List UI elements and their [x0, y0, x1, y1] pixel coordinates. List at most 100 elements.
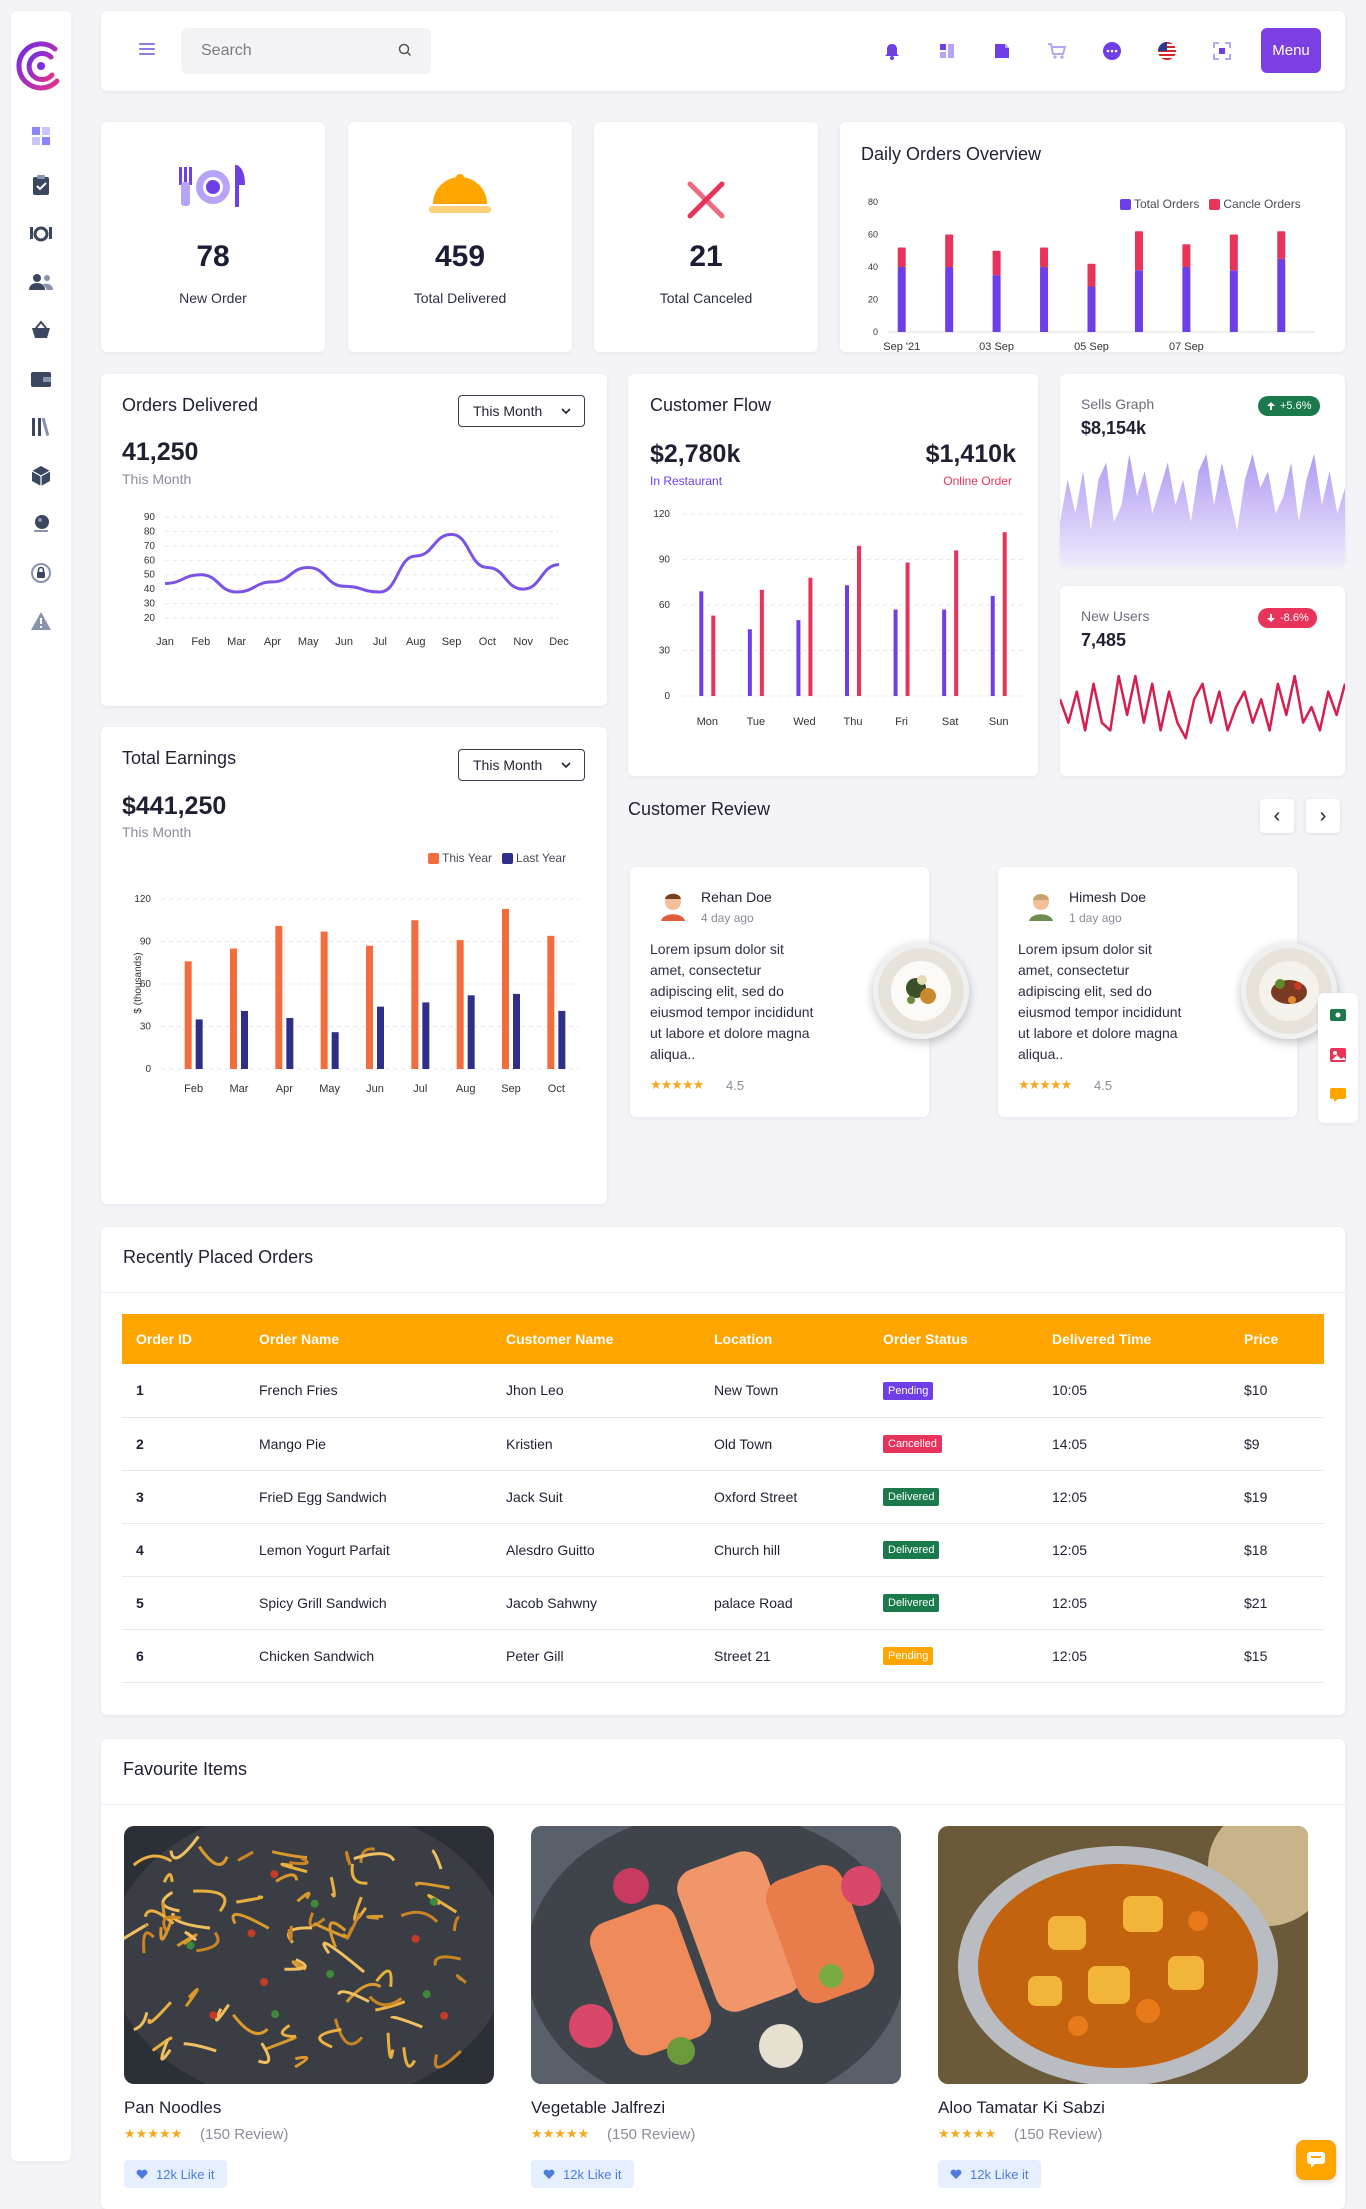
library-icon[interactable] — [26, 412, 56, 442]
period-dropdown[interactable]: This Month — [458, 395, 585, 427]
table-cell: Kristien — [492, 1417, 700, 1471]
legend-item-last-year: Last Year — [502, 851, 566, 865]
table-cell: Pending — [869, 1364, 1038, 1418]
table-cell: $18 — [1230, 1523, 1324, 1577]
restaurant-icon[interactable] — [26, 218, 56, 248]
garnish — [270, 1870, 279, 1879]
noodle-strand — [183, 1930, 197, 1941]
col-price[interactable]: Price — [1230, 1314, 1324, 1364]
table-cell: 10:05 — [1038, 1364, 1230, 1418]
x-tick-label: Sep — [501, 1083, 521, 1095]
period-dropdown[interactable]: This Month — [458, 749, 585, 781]
note-icon[interactable] — [988, 37, 1016, 65]
review-prev-button[interactable]: ‹ — [1260, 799, 1294, 833]
table-row[interactable]: 1 French Fries Jhon Leo New Town Pending 10:0… — [122, 1364, 1324, 1418]
bar-last-year — [331, 1032, 339, 1069]
bar-this-year — [320, 931, 328, 1069]
food-name[interactable]: Pan Noodles — [124, 2098, 222, 2117]
cart-icon[interactable] — [1043, 37, 1071, 65]
noodle-strand — [169, 1835, 200, 1860]
card-title: Customer Flow — [650, 395, 772, 415]
col-order-name[interactable]: Order Name — [245, 1314, 492, 1364]
basket-icon[interactable] — [26, 315, 56, 345]
food-image[interactable] — [124, 1826, 494, 2084]
globe-icon[interactable] — [26, 509, 56, 539]
bar-total-orders — [1087, 286, 1096, 332]
food-image[interactable] — [531, 1826, 901, 2084]
col-customer-name[interactable]: Customer Name — [492, 1314, 700, 1364]
bar-this-year — [366, 945, 373, 1069]
x-tick-label: Sun — [989, 716, 1009, 728]
garnish — [247, 1929, 256, 1938]
dashboard-icon[interactable] — [26, 121, 56, 151]
wallet-icon[interactable] — [26, 364, 56, 394]
lock-icon[interactable] — [26, 558, 56, 588]
stat-label: New Order — [179, 290, 247, 306]
bar-total-orders — [1040, 267, 1049, 332]
noodle-strand — [455, 1974, 467, 1984]
bar-online-order — [905, 562, 910, 696]
online-order-label: Online Order — [943, 474, 1012, 488]
bar-this-year — [275, 925, 283, 1069]
chat-icon[interactable] — [1098, 37, 1126, 65]
orders-delivered-value: 41,250 — [122, 438, 199, 466]
warning-icon[interactable] — [26, 606, 56, 636]
y-tick-label: 90 — [140, 937, 152, 948]
food-image[interactable] — [938, 1826, 1308, 2084]
noodle-strand — [147, 2001, 172, 2024]
table-cell: 1 — [122, 1364, 245, 1418]
users-icon[interactable] — [26, 267, 56, 297]
table-cell: French Fries — [245, 1364, 492, 1418]
chat-bubble-icon — [1307, 2152, 1325, 2168]
col-order-status[interactable]: Order Status — [869, 1314, 1038, 1364]
table-row[interactable]: 6 Chicken Sandwich Peter Gill Street 21 Pend… — [122, 1629, 1324, 1683]
food-name[interactable]: Aloo Tamatar Ki Sabzi — [938, 2098, 1105, 2117]
floating-chat-button[interactable] — [1296, 2140, 1336, 2180]
noodle-strand — [257, 2042, 271, 2064]
food-name[interactable]: Vegetable Jalfrezi — [531, 2098, 666, 2117]
like-button[interactable]: 12k Like it — [531, 2160, 634, 2188]
gallery-widget-icon[interactable] — [1321, 1038, 1355, 1072]
hamburger-menu-icon[interactable] — [137, 40, 157, 62]
chat-widget-icon[interactable] — [1321, 1078, 1355, 1112]
search-input[interactable] — [181, 28, 431, 74]
bar-last-year — [513, 993, 520, 1069]
table-cell: $15 — [1230, 1629, 1324, 1683]
us-flag-icon[interactable] — [1153, 37, 1181, 65]
table-row[interactable]: 3 FrieD Egg Sandwich Jack Suit Oxford Stree… — [122, 1470, 1324, 1524]
noodle-strand — [184, 1988, 199, 2008]
orders-clipboard-icon[interactable] — [26, 170, 56, 200]
review-text: Lorem ipsum dolor sit amet, consectetur … — [650, 941, 814, 1062]
box-icon[interactable] — [26, 461, 56, 491]
review-next-button[interactable]: › — [1306, 799, 1340, 833]
line-series-orders — [164, 532, 560, 594]
like-button[interactable]: 12k Like it — [124, 2160, 227, 2188]
bar-total-orders — [945, 267, 954, 332]
like-button[interactable]: 12k Like it — [938, 2160, 1041, 2188]
search-icon[interactable] — [397, 42, 413, 58]
bar-cancel-orders — [1277, 231, 1286, 259]
favourite-item[interactable]: Vegetable Jalfrezi ★★★★★ (150 Review) 12… — [531, 1826, 901, 2188]
noodle-strand — [402, 2047, 416, 2068]
wallet-widget-icon[interactable] — [1321, 998, 1355, 1032]
table-row[interactable]: 4 Lemon Yogurt Parfait Alesdro Guitto Churc… — [122, 1523, 1324, 1577]
col-delivered-time[interactable]: Delivered Time — [1038, 1314, 1230, 1364]
table-row[interactable]: 5 Spicy Grill Sandwich Jacob Sahwny palace … — [122, 1576, 1324, 1630]
table-row[interactable]: 2 Mango Pie Kristien Old Town Cancelled 14:05… — [122, 1417, 1324, 1471]
clipboard-icon[interactable] — [933, 37, 961, 65]
noodle-strand — [353, 1896, 367, 1922]
fullscreen-icon[interactable] — [1208, 37, 1236, 65]
dish-image — [873, 943, 969, 1039]
menu-button[interactable]: Menu — [1261, 28, 1321, 73]
earnings-sub: This Month — [122, 824, 192, 840]
x-tick-label: Wed — [793, 716, 815, 728]
brand-logo[interactable] — [11, 31, 71, 101]
bell-icon[interactable] — [878, 37, 906, 65]
table-cell: Mango Pie — [245, 1417, 492, 1471]
col-location[interactable]: Location — [700, 1314, 869, 1364]
col-order-id[interactable]: Order ID — [122, 1314, 245, 1364]
favourite-item[interactable]: Pan Noodles ★★★★★ (150 Review) 12k Like … — [124, 1826, 494, 2188]
x-tick-label: Aug — [406, 636, 426, 648]
favourite-item[interactable]: Aloo Tamatar Ki Sabzi ★★★★★ (150 Review)… — [938, 1826, 1308, 2188]
garnish — [429, 1897, 438, 1906]
